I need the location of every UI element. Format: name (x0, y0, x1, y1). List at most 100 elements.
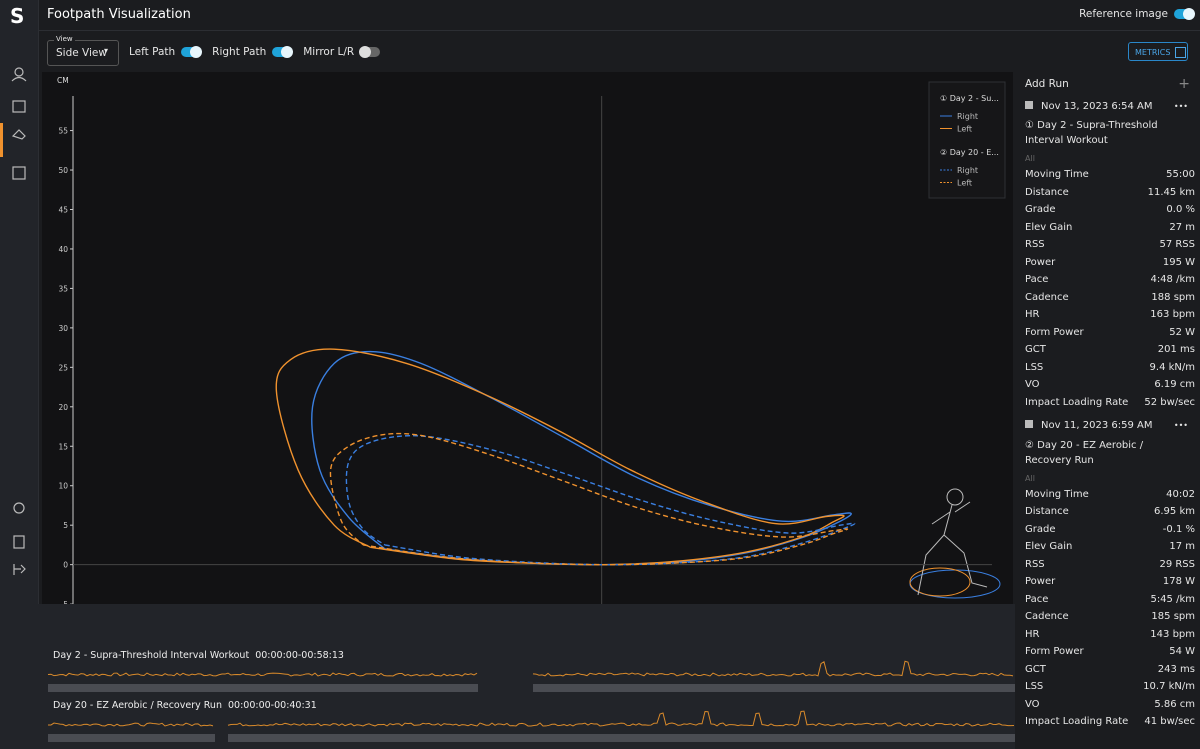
profile-icon[interactable] (14, 67, 24, 77)
metric-label: Elev Gain (1025, 221, 1073, 233)
metric-row: Impact Loading Rate 41 bw/sec (1015, 713, 1200, 731)
add-run-label: Add Run (1025, 78, 1069, 90)
legend-box (928, 81, 1006, 199)
metric-label: HR (1025, 309, 1040, 320)
metric-row: Cadence 185 spm (1015, 608, 1200, 626)
metric-row: Impact Loading Rate 52 bw/sec (1015, 394, 1200, 412)
run-select[interactable]: Nov 13, 2023 6:54 AM (1025, 98, 1153, 116)
metric-value: 41 bw/sec (1144, 716, 1195, 727)
logo[interactable]: S (10, 4, 25, 28)
metric-row: HR 143 bpm (1015, 626, 1200, 644)
calendar-icon[interactable] (12, 100, 26, 113)
metric-row: LSS 10.7 kN/m (1015, 678, 1200, 696)
footpath-chart: CM CM -50510152025303540455055-70-60-50-… (42, 72, 1013, 627)
y-tick-label: 5 (63, 521, 68, 530)
toggle[interactable] (359, 46, 381, 58)
logout-icon[interactable] (13, 564, 26, 575)
add-run-button[interactable]: + (1178, 76, 1190, 92)
view-dropdown[interactable]: View Side View ▾ (47, 35, 119, 66)
metric-row: Grade -0.1 % (1015, 521, 1200, 539)
metric-row: Elev Gain 17 m (1015, 538, 1200, 556)
legend-title: ② Day 20 - E... (940, 148, 999, 157)
run-header: Nov 11, 2023 6:59 AM ••• (1015, 417, 1200, 435)
run-filter: All (1025, 473, 1035, 483)
metric-value: 5.86 cm (1154, 698, 1195, 710)
metric-label: Distance (1025, 506, 1069, 517)
metric-label: RSS (1025, 558, 1045, 570)
path-toggle[interactable]: Mirror L/R (303, 46, 381, 58)
path-toggle[interactable]: Right Path (212, 46, 294, 58)
path-toggle[interactable]: Left Path (129, 46, 203, 58)
timeline-label: Day 2 - Supra-Threshold Interval Workout… (53, 650, 344, 661)
metric-value: 6.19 cm (1154, 379, 1195, 390)
legend-label: Left (957, 125, 972, 134)
button-label: METRICS (1135, 48, 1171, 57)
metric-row: Cadence 188 spm (1015, 289, 1200, 307)
timeline-sparkline (532, 660, 1014, 677)
run-select[interactable]: Nov 11, 2023 6:59 AM (1025, 417, 1153, 435)
dropdown-caret: ▾ (104, 46, 109, 55)
metric-label: Moving Time (1025, 169, 1089, 180)
metric-label: Cadence (1025, 291, 1069, 303)
reference-toggle[interactable]: Reference image (1079, 8, 1195, 20)
timeline-label: Day 20 - EZ Aerobic / Recovery Run 00:00… (53, 700, 317, 711)
y-axis-label: CM (57, 76, 69, 85)
timeline-track (48, 684, 478, 692)
toggle-label: Mirror L/R (303, 46, 355, 58)
metric-label: Power (1025, 576, 1056, 587)
metric-value: 9.4 kN/m (1149, 361, 1195, 373)
docs-icon[interactable] (13, 535, 25, 549)
report-icon[interactable] (12, 166, 26, 180)
run-menu[interactable]: ••• (1173, 421, 1188, 430)
dropdown-value: Side View (56, 47, 107, 59)
checkbox[interactable] (1025, 100, 1033, 109)
metric-row: Moving Time 55:00 (1015, 166, 1200, 184)
run-filter: All (1025, 154, 1035, 163)
metric-row: Elev Gain 27 m (1015, 219, 1200, 237)
run-date: Nov 13, 2023 6:54 AM (1041, 100, 1153, 112)
metric-label: HR (1025, 628, 1040, 640)
spacer (1015, 731, 1200, 737)
y-tick-label: 25 (58, 363, 68, 372)
legend-label: Right (957, 166, 978, 175)
metric-value: 52 W (1169, 326, 1195, 338)
timelines: Day 2 - Supra-Threshold Interval Workout… (47, 650, 1015, 742)
toggle-label: Reference image (1079, 8, 1168, 20)
page-title: Footpath Visualization (47, 7, 191, 22)
toggle[interactable] (181, 46, 203, 58)
toggle[interactable] (272, 46, 294, 58)
metric-label: LSS (1025, 681, 1044, 692)
metric-row: Distance 6.95 km (1015, 503, 1200, 521)
metric-row: Moving Time 40:02 (1015, 486, 1200, 504)
checkbox[interactable] (1025, 420, 1033, 428)
timeline-sparkline (47, 722, 214, 727)
metric-row: HR 163 bpm (1015, 306, 1200, 324)
metric-value: 243 ms (1157, 663, 1195, 675)
metric-row: RSS 29 RSS (1015, 556, 1200, 574)
metric-row: VO 6.19 cm (1015, 376, 1200, 394)
metric-row: Form Power 54 W (1015, 643, 1200, 661)
run-menu[interactable]: ••• (1173, 101, 1188, 111)
runs-panel: Add Run + Nov 13, 2023 6:54 AM ••• ① Day 2 -… (1015, 70, 1200, 749)
metric-label: Impact Loading Rate (1025, 716, 1129, 727)
metric-label: RSS (1025, 239, 1045, 250)
legend-title: ① Day 2 - Su... (940, 94, 999, 103)
metric-value: 10.7 kN/m (1143, 681, 1195, 692)
settings-icon[interactable] (13, 502, 25, 514)
metric-label: Impact Loading Rate (1025, 396, 1129, 408)
timeline-sparkline (47, 672, 478, 677)
metric-label: Distance (1025, 186, 1069, 198)
footpath-icon[interactable] (11, 129, 26, 140)
footpath-line (329, 432, 849, 566)
metrics-button[interactable]: METRICS (1128, 42, 1188, 61)
add-run-row: Add Run + (1015, 70, 1200, 98)
toggle[interactable] (1174, 8, 1195, 20)
metric-row: GCT 201 ms (1015, 341, 1200, 359)
metric-value: 6.95 km (1154, 506, 1195, 517)
metric-label: Power (1025, 256, 1056, 268)
metric-value: 29 RSS (1159, 558, 1195, 570)
run-header: Nov 13, 2023 6:54 AM ••• (1015, 98, 1200, 116)
metric-label: GCT (1025, 663, 1046, 675)
y-tick-label: 55 (58, 127, 68, 136)
